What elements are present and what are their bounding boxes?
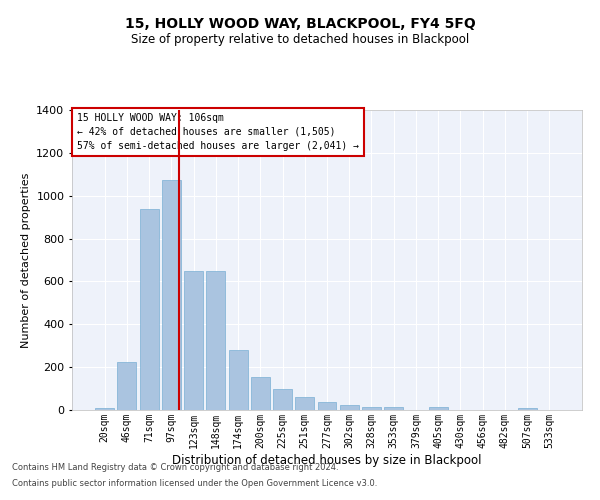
- Text: 15 HOLLY WOOD WAY: 106sqm
← 42% of detached houses are smaller (1,505)
57% of se: 15 HOLLY WOOD WAY: 106sqm ← 42% of detac…: [77, 113, 359, 151]
- Bar: [273, 388, 292, 410]
- Bar: [162, 180, 181, 410]
- Text: 15, HOLLY WOOD WAY, BLACKPOOL, FY4 5FQ: 15, HOLLY WOOD WAY, BLACKPOOL, FY4 5FQ: [125, 18, 475, 32]
- Text: Contains HM Land Registry data © Crown copyright and database right 2024.: Contains HM Land Registry data © Crown c…: [12, 464, 338, 472]
- Bar: [229, 350, 248, 410]
- Bar: [118, 362, 136, 410]
- Bar: [295, 397, 314, 410]
- Bar: [518, 408, 536, 410]
- Bar: [206, 270, 225, 410]
- Bar: [384, 407, 403, 410]
- Bar: [95, 408, 114, 410]
- Bar: [140, 208, 158, 410]
- Bar: [340, 404, 359, 410]
- Y-axis label: Number of detached properties: Number of detached properties: [20, 172, 31, 348]
- Text: Contains public sector information licensed under the Open Government Licence v3: Contains public sector information licen…: [12, 478, 377, 488]
- Bar: [317, 402, 337, 410]
- X-axis label: Distribution of detached houses by size in Blackpool: Distribution of detached houses by size …: [172, 454, 482, 466]
- Bar: [362, 407, 381, 410]
- Bar: [251, 377, 270, 410]
- Bar: [184, 270, 203, 410]
- Text: Size of property relative to detached houses in Blackpool: Size of property relative to detached ho…: [131, 32, 469, 46]
- Bar: [429, 407, 448, 410]
